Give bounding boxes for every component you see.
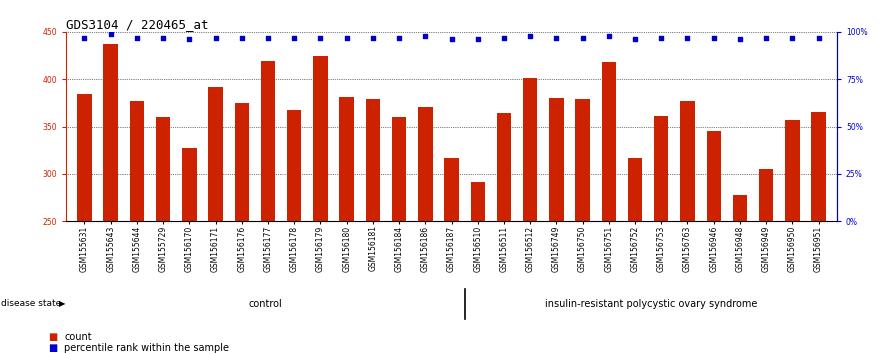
Point xyxy=(680,35,694,40)
Bar xyxy=(628,158,642,221)
Bar xyxy=(444,158,459,221)
Bar xyxy=(575,99,589,221)
Bar xyxy=(733,195,747,221)
Bar xyxy=(182,148,196,221)
Point xyxy=(655,35,669,40)
Bar xyxy=(654,116,669,221)
Point xyxy=(444,36,458,42)
Point xyxy=(104,31,118,36)
Point xyxy=(130,35,144,40)
Bar xyxy=(103,44,118,221)
Point xyxy=(497,35,511,40)
Point xyxy=(628,36,642,42)
Bar xyxy=(366,99,380,221)
Bar xyxy=(759,169,774,221)
Text: GDS3104 / 220465_at: GDS3104 / 220465_at xyxy=(66,18,209,31)
Point xyxy=(707,35,721,40)
Point xyxy=(234,35,248,40)
Text: ▶: ▶ xyxy=(59,299,65,308)
Point xyxy=(366,35,380,40)
Point xyxy=(392,35,406,40)
Point xyxy=(575,35,589,40)
Point xyxy=(811,35,825,40)
Point xyxy=(156,35,170,40)
Bar xyxy=(261,61,275,221)
Bar xyxy=(523,78,537,221)
Point xyxy=(550,35,564,40)
Bar xyxy=(287,110,301,221)
Bar xyxy=(549,98,564,221)
Text: count: count xyxy=(64,332,92,342)
Point xyxy=(785,35,799,40)
Bar xyxy=(470,182,485,221)
Bar xyxy=(707,131,721,221)
Point xyxy=(602,33,616,39)
Bar xyxy=(314,57,328,221)
Point xyxy=(470,36,485,42)
Bar xyxy=(234,103,249,221)
Point xyxy=(759,35,774,40)
Bar xyxy=(156,117,170,221)
Bar xyxy=(602,62,616,221)
Point xyxy=(733,36,747,42)
Point xyxy=(209,35,223,40)
Bar xyxy=(680,101,695,221)
Text: ■: ■ xyxy=(48,332,57,342)
Bar xyxy=(392,117,406,221)
Point xyxy=(287,35,301,40)
Point xyxy=(314,35,328,40)
Point xyxy=(523,33,537,39)
Point xyxy=(339,35,353,40)
Point xyxy=(78,35,92,40)
Bar xyxy=(339,97,354,221)
Point xyxy=(182,36,196,42)
Bar xyxy=(78,95,92,221)
Text: percentile rank within the sample: percentile rank within the sample xyxy=(64,343,229,353)
Bar xyxy=(418,107,433,221)
Bar xyxy=(208,87,223,221)
Text: insulin-resistant polycystic ovary syndrome: insulin-resistant polycystic ovary syndr… xyxy=(544,298,757,309)
Point xyxy=(261,35,275,40)
Bar xyxy=(811,112,825,221)
Text: disease state: disease state xyxy=(1,299,61,308)
Bar xyxy=(785,120,800,221)
Bar xyxy=(497,113,511,221)
Point xyxy=(418,33,433,39)
Text: ■: ■ xyxy=(48,343,57,353)
Text: control: control xyxy=(248,298,282,309)
Bar xyxy=(130,101,144,221)
